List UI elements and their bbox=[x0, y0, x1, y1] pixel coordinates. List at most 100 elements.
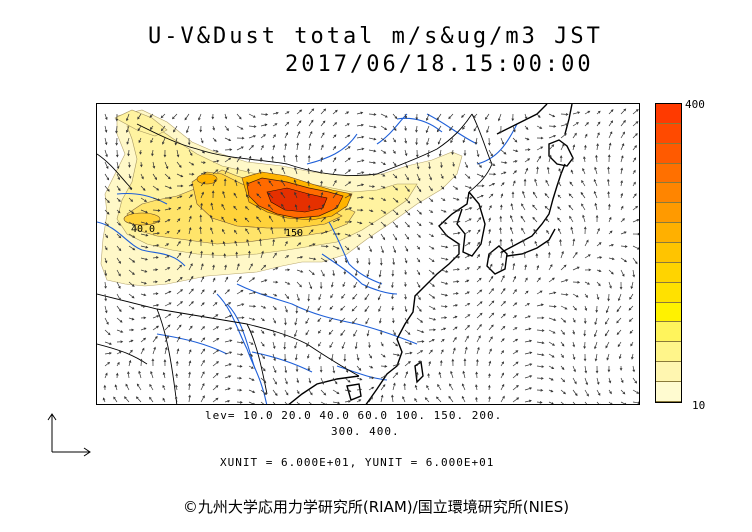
wind-vector bbox=[308, 281, 313, 290]
wind-vector bbox=[606, 178, 610, 187]
wind-vector bbox=[404, 137, 408, 144]
wind-vector bbox=[524, 303, 530, 307]
wind-vector bbox=[308, 269, 315, 276]
wind-vector bbox=[260, 365, 266, 372]
wind-vector bbox=[486, 125, 490, 134]
wind-vector bbox=[296, 131, 301, 139]
wind-vector bbox=[354, 269, 358, 277]
wind-vector bbox=[524, 137, 530, 141]
wind-vector bbox=[260, 293, 268, 296]
wind-vector bbox=[152, 185, 160, 191]
wind-vector bbox=[236, 125, 244, 130]
wind-vector bbox=[320, 216, 327, 223]
wind-vector bbox=[416, 281, 421, 288]
wind-vector bbox=[583, 329, 587, 337]
wind-vector bbox=[184, 113, 190, 121]
wind-vector bbox=[488, 336, 493, 343]
wind-vector bbox=[380, 185, 386, 189]
wind-vector bbox=[306, 305, 310, 313]
wind-vector bbox=[272, 134, 276, 139]
wind-vector bbox=[188, 227, 192, 235]
wind-vector bbox=[128, 197, 134, 202]
wind-vector bbox=[244, 217, 250, 223]
wind-vector bbox=[296, 389, 300, 395]
wind-vector bbox=[594, 166, 598, 175]
wind-vector bbox=[572, 305, 577, 311]
wind-vector bbox=[404, 361, 411, 367]
wind-vector bbox=[104, 341, 112, 345]
wind-vector bbox=[488, 240, 492, 247]
wind-vector bbox=[500, 137, 505, 145]
wind-vector bbox=[188, 250, 193, 259]
wind-vector bbox=[596, 377, 600, 385]
wind-vector bbox=[594, 202, 598, 211]
wind-vector bbox=[267, 192, 274, 199]
wind-vector bbox=[632, 365, 636, 373]
wind-vector bbox=[284, 240, 288, 247]
wind-vector bbox=[476, 335, 481, 343]
wind-vector bbox=[424, 397, 430, 403]
wind-vector bbox=[390, 394, 394, 403]
wind-vector bbox=[426, 137, 430, 146]
wind-vector bbox=[212, 314, 219, 319]
wind-vector bbox=[352, 293, 358, 300]
wind-vector bbox=[317, 317, 322, 323]
wind-vector bbox=[596, 281, 601, 287]
wind-vector bbox=[306, 341, 310, 348]
wind-vector bbox=[344, 220, 353, 224]
wind-vector bbox=[212, 361, 219, 367]
wind-vector bbox=[571, 156, 574, 163]
wind-vector bbox=[176, 240, 181, 247]
wind-vector bbox=[128, 257, 136, 263]
wind-vector bbox=[284, 293, 290, 300]
wind-vector bbox=[380, 137, 387, 143]
wind-vector bbox=[509, 226, 514, 235]
indochina-coast bbox=[288, 375, 360, 404]
wind-vector bbox=[572, 329, 575, 335]
wind-vector bbox=[377, 293, 382, 301]
color-scale-step bbox=[656, 143, 681, 164]
wind-vector bbox=[176, 276, 183, 283]
wind-vector bbox=[138, 370, 142, 379]
wind-vector bbox=[512, 160, 518, 163]
wind-vector bbox=[212, 277, 216, 283]
wind-vector bbox=[296, 142, 300, 151]
wind-vector bbox=[140, 161, 143, 168]
wind-vector bbox=[104, 209, 110, 215]
wind-vector bbox=[632, 401, 639, 404]
wind-vector bbox=[380, 365, 388, 368]
wind-vector bbox=[425, 125, 430, 134]
wind-vector bbox=[248, 401, 255, 404]
wind-vector bbox=[224, 137, 232, 142]
wind-vector bbox=[176, 149, 180, 158]
wind-vector bbox=[560, 250, 564, 259]
wind-vector bbox=[140, 269, 148, 273]
wind-vector bbox=[428, 339, 435, 343]
wind-vector bbox=[596, 143, 599, 151]
wind-vector bbox=[452, 185, 459, 190]
wind-vector bbox=[104, 233, 109, 239]
wind-vector bbox=[632, 109, 639, 115]
wind-vector bbox=[284, 317, 287, 326]
wind-vector bbox=[260, 341, 265, 347]
wind-vector bbox=[404, 281, 407, 288]
wind-vector bbox=[632, 193, 637, 199]
wind-vector bbox=[620, 389, 626, 395]
wind-vector bbox=[176, 348, 180, 355]
wind-vector bbox=[268, 215, 274, 223]
wind-vector bbox=[392, 353, 401, 357]
wind-vector bbox=[476, 277, 482, 283]
wind-vector bbox=[416, 185, 422, 193]
wind-vector bbox=[344, 257, 348, 264]
wind-vector bbox=[128, 209, 135, 214]
wind-vector bbox=[620, 245, 628, 248]
wind-vector bbox=[524, 167, 529, 175]
wind-vector bbox=[572, 280, 581, 284]
wind-vector bbox=[116, 361, 120, 367]
wind-vector bbox=[212, 397, 219, 403]
wind-vector bbox=[222, 228, 226, 235]
wind-vector bbox=[368, 386, 375, 391]
wind-vector bbox=[260, 305, 267, 309]
wind-vector bbox=[521, 227, 526, 235]
wind-vector bbox=[584, 365, 588, 374]
